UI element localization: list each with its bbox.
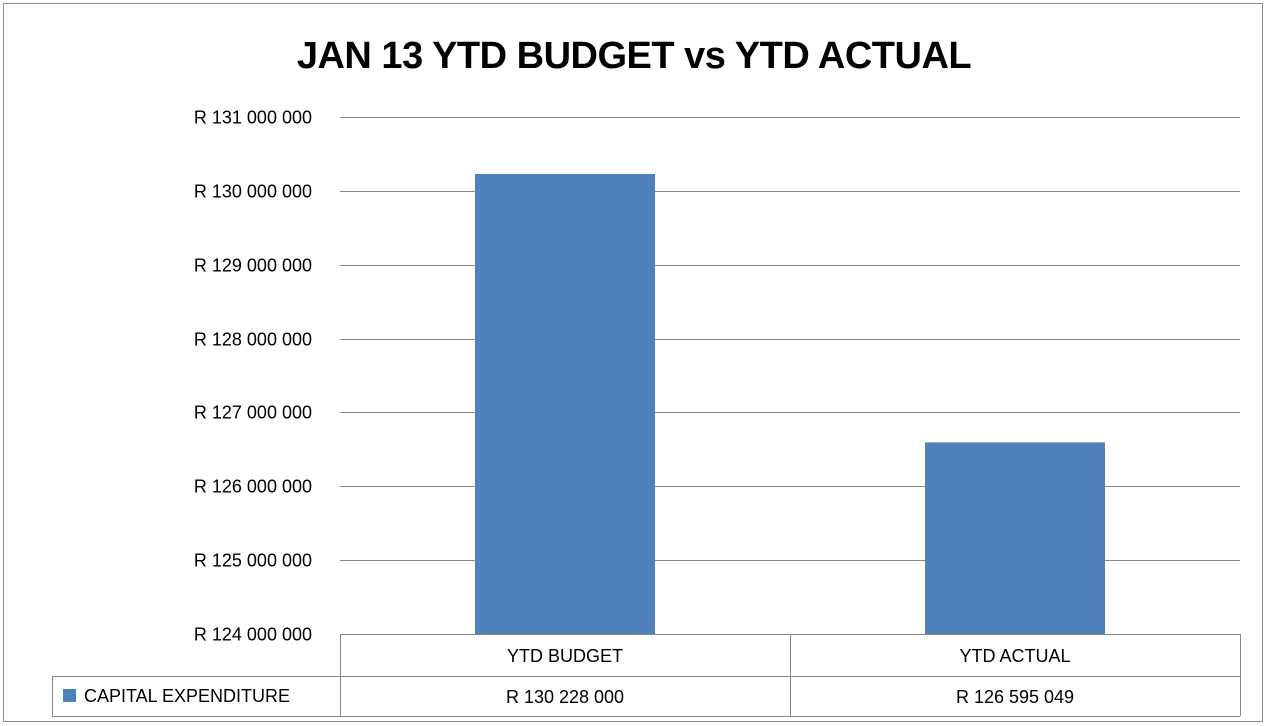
y-tick-label: R 128 000 000 <box>194 330 312 350</box>
y-tick-label: R 129 000 000 <box>194 256 312 276</box>
x-category-label: YTD BUDGET <box>507 646 623 666</box>
y-tick-label: R 125 000 000 <box>194 551 312 571</box>
legend-swatch <box>63 689 76 702</box>
table-value-cell: R 130 228 000 <box>506 687 624 707</box>
chart-title: JAN 13 YTD BUDGET vs YTD ACTUAL <box>296 35 972 77</box>
y-tick-label: R 127 000 000 <box>194 403 312 423</box>
table-value-cell: R 126 595 049 <box>956 687 1074 707</box>
y-axis-tick-labels: R 124 000 000 R 125 000 000 R 126 000 000 R… <box>194 108 312 645</box>
data-table: YTD BUDGET YTD ACTUAL CAPITAL EXPENDITURE R… <box>52 634 1241 717</box>
legend-series-name: CAPITAL EXPENDITURE <box>84 686 290 706</box>
y-tick-label: R 131 000 000 <box>194 108 312 128</box>
x-category-label: YTD ACTUAL <box>959 646 1070 666</box>
y-tick-label: R 130 000 000 <box>194 182 312 202</box>
bar-ytd-actual <box>925 442 1105 634</box>
y-tick-label: R 124 000 000 <box>194 625 312 645</box>
bars <box>475 174 1105 635</box>
bar-ytd-budget <box>475 174 655 635</box>
y-tick-label: R 126 000 000 <box>194 477 312 497</box>
